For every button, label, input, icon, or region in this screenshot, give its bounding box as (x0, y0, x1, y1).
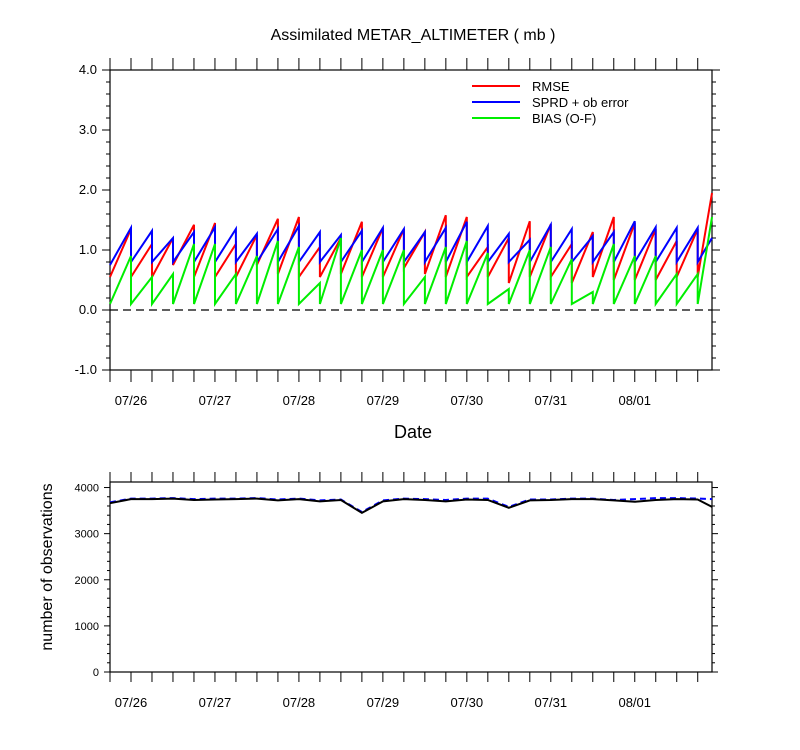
legend-label: BIAS (O-F) (532, 111, 596, 126)
y-tick-label: 4000 (75, 483, 99, 495)
x-tick-label: 07/28 (283, 393, 316, 408)
y-axis-label: number of observations (39, 483, 56, 650)
x-tick-label: 07/28 (283, 695, 316, 710)
y-tick-label: 4.0 (79, 62, 97, 77)
x-tick-label: 07/30 (451, 695, 484, 710)
y-tick-label: 3000 (75, 529, 99, 541)
plot-frame (109, 69, 713, 371)
x-tick-label: 07/27 (199, 393, 232, 408)
y-tick-label: 0.0 (79, 302, 97, 317)
y-tick-label: 1000 (75, 621, 99, 633)
x-tick-label: 07/31 (535, 695, 568, 710)
obs-series-line-1 (109, 497, 713, 515)
x-tick-label: 07/27 (199, 695, 232, 710)
x-tick-label: 07/30 (451, 393, 484, 408)
x-tick-label: 07/26 (115, 695, 148, 710)
y-tick-label: 3.0 (79, 122, 97, 137)
y-tick-label: 2.0 (79, 182, 97, 197)
x-tick-label: 08/01 (618, 393, 651, 408)
plot-frame (109, 481, 713, 673)
y-tick-label: 0 (93, 667, 99, 679)
x-tick-label: 07/26 (115, 393, 148, 408)
x-tick-label: 07/31 (535, 393, 568, 408)
legend-label: SPRD + ob error (532, 95, 629, 110)
legend-label: RMSE (532, 79, 570, 94)
chart-title: Assimilated METAR_ALTIMETER ( mb ) (271, 27, 556, 44)
x-axis-label: Date (394, 422, 432, 442)
y-tick-label: -1.0 (75, 362, 97, 377)
series-line-bias-o-f (109, 216, 713, 308)
x-tick-label: 07/29 (367, 695, 400, 710)
series-line-rmse (109, 192, 713, 284)
y-tick-label: 2000 (75, 575, 99, 587)
x-tick-label: 08/01 (618, 695, 651, 710)
y-tick-label: 1.0 (79, 242, 97, 257)
x-tick-label: 07/29 (367, 393, 400, 408)
